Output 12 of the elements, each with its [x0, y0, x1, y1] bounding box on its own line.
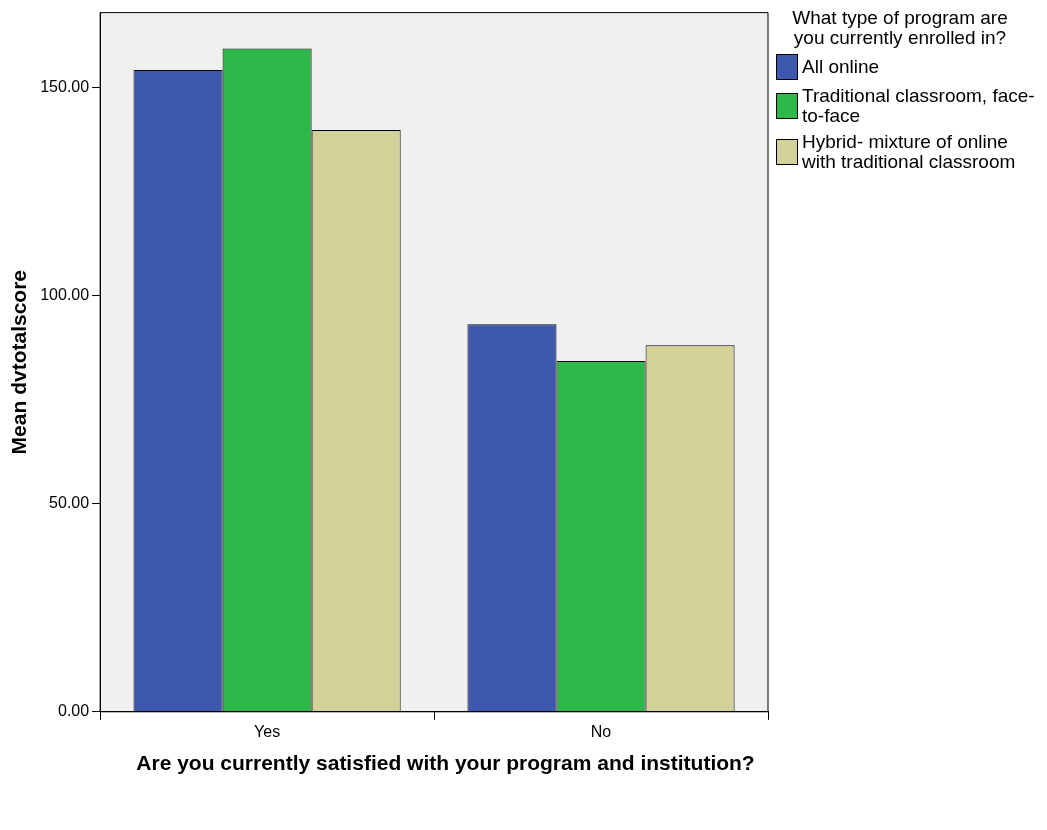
y-tick-label: 150.00	[40, 77, 90, 95]
y-tick-label: 100.00	[40, 286, 90, 304]
legend-title: What type of program are you currently enrolled in?	[791, 7, 1009, 48]
y-tick-label: 0.00	[58, 702, 90, 720]
y-axis-title: Mean dvtotalscore	[7, 270, 31, 455]
x-tick-label: Yes	[254, 722, 281, 740]
x-axis-title: Are you currently satisfied with your program and institution?	[135, 751, 756, 774]
y-tick-label: 50.00	[49, 494, 90, 512]
x-tick-label: No	[590, 722, 612, 740]
legend-label: Hybrid- mixture of online with traditional classroom	[802, 131, 1017, 172]
legend-label: Traditional classroom, face-to-face	[802, 85, 1036, 126]
legend-label: All online	[802, 56, 880, 77]
